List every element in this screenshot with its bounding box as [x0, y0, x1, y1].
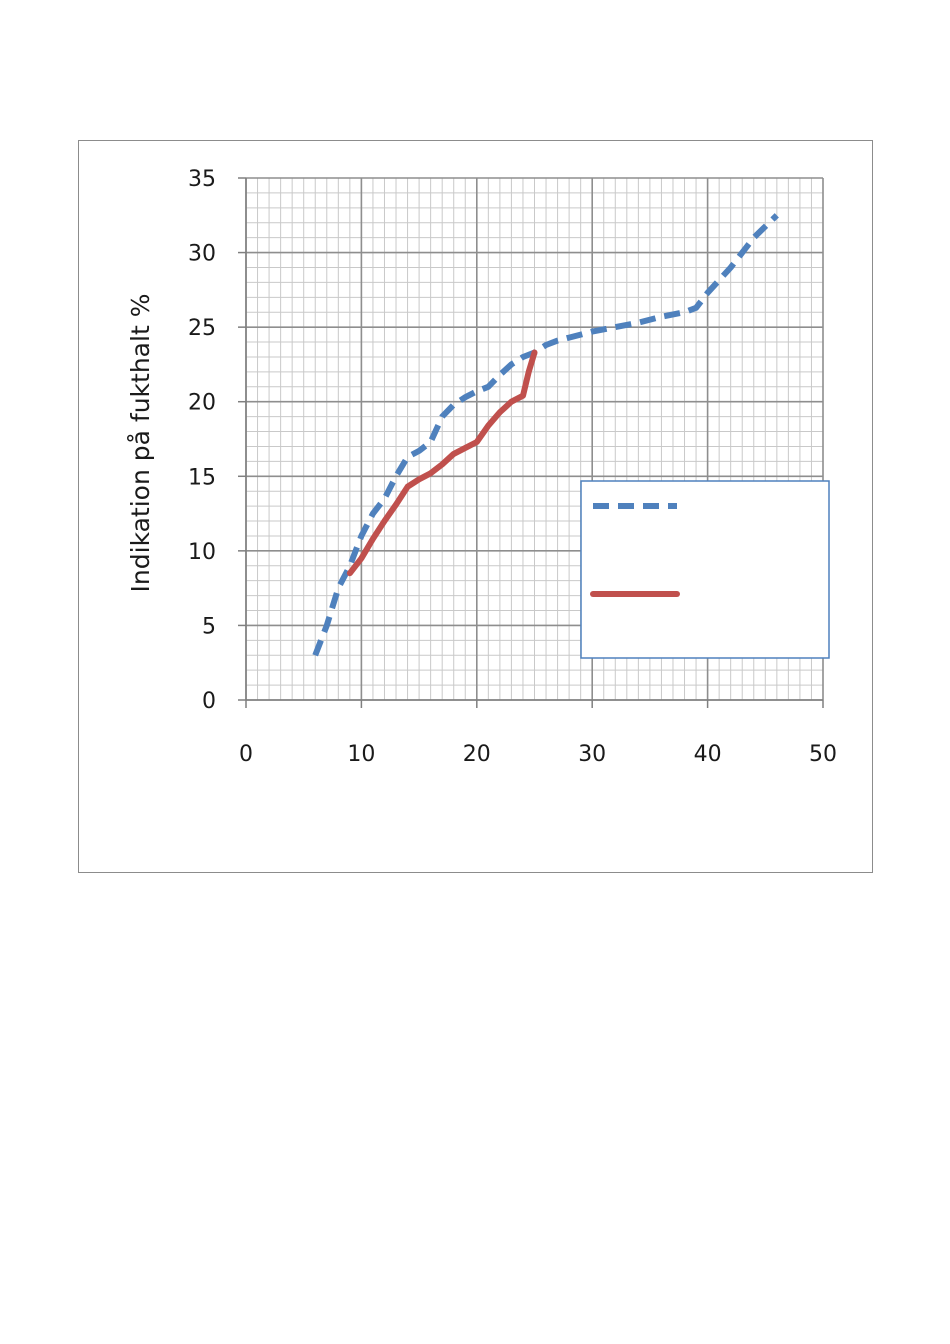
series-line-2 — [346, 349, 538, 577]
y-tick-label: 0 — [202, 689, 216, 714]
y-tick-label: 25 — [188, 316, 216, 341]
legend — [580, 480, 830, 659]
chart-svg: 0 5 10 15 20 25 30 35 0 10 20 30 40 50 Indikation på … — [126, 167, 837, 767]
axes — [238, 177, 824, 708]
x-tick-label: 10 — [347, 742, 375, 767]
x-tick-label: 0 — [239, 742, 253, 767]
series-line-1 — [312, 213, 779, 657]
x-tick-label: 40 — [694, 742, 722, 767]
series-lines — [312, 213, 779, 657]
y-tick-label: 35 — [188, 167, 216, 192]
y-tick-label: 30 — [188, 242, 216, 267]
tick-labels: 0 5 10 15 20 25 30 35 0 10 20 30 40 50 — [188, 167, 837, 767]
x-tick-label: 20 — [463, 742, 491, 767]
y-axis-title: Indikation på fukthalt % — [126, 294, 155, 593]
x-tick-label: 50 — [809, 742, 837, 767]
y-tick-label: 20 — [188, 391, 216, 416]
y-tick-label: 15 — [188, 465, 216, 490]
chart-area: 0 5 10 15 20 25 30 35 0 10 20 30 40 50 Indikation på … — [78, 140, 873, 873]
y-tick-label: 10 — [188, 540, 216, 565]
y-tick-label: 5 — [202, 614, 216, 639]
x-tick-label: 30 — [578, 742, 606, 767]
legend-box — [580, 480, 830, 659]
